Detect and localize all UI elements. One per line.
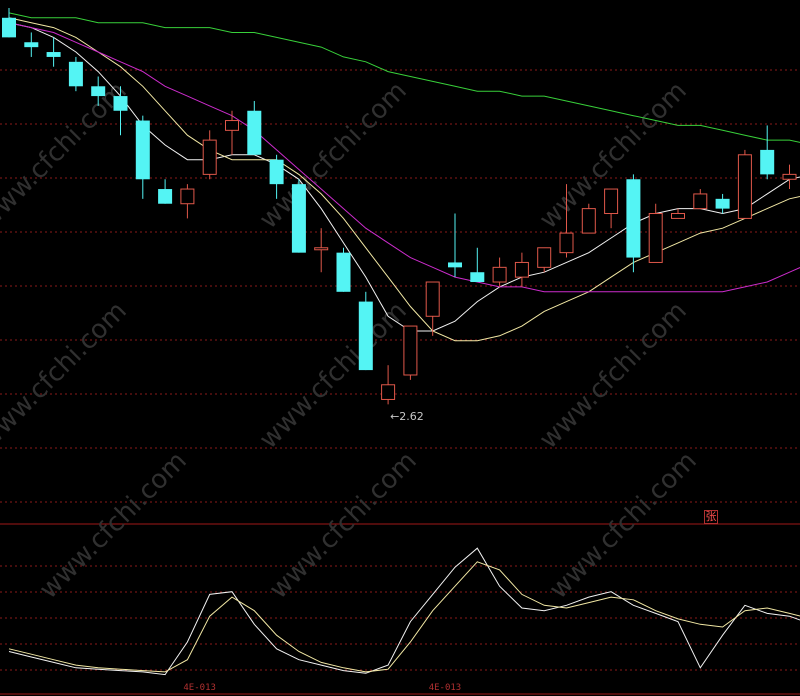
candle-body (158, 189, 173, 204)
x-tick-label: 4E-013 (183, 683, 216, 693)
candle-body (737, 154, 752, 219)
candle-body (202, 139, 217, 175)
candle-body (113, 96, 128, 111)
candle-down (158, 179, 173, 204)
candle-body (604, 188, 619, 215)
candle-up (559, 184, 574, 258)
candle-down (91, 76, 106, 106)
candle-body (46, 52, 61, 57)
watermark-text: www.cfchi.com (34, 446, 193, 605)
moving-average-line (8, 22, 800, 332)
oscillator-line (8, 547, 800, 676)
watermark-layer: www.cfchi.comwww.cfchi.comwww.cfchi.comw… (0, 76, 703, 605)
watermark-text: www.cfchi.com (0, 76, 133, 235)
candle-down (715, 193, 730, 214)
x-tick-label: 4E-013 (428, 683, 462, 693)
low-price-annotation: ←2.62 (390, 410, 424, 424)
candle-up (782, 164, 797, 190)
watermark-text: www.cfchi.com (544, 446, 703, 605)
candle-up (492, 257, 507, 287)
candle-up (225, 110, 239, 155)
candle-body (782, 173, 797, 180)
candle-body (537, 247, 552, 268)
watermark-text: www.cfchi.com (0, 296, 133, 455)
candle-up (403, 325, 418, 380)
candle-down (2, 8, 16, 38)
candle-up (180, 184, 195, 219)
candle-up (514, 252, 529, 287)
candle-body (581, 208, 596, 234)
zhang-badge[interactable]: 张 (704, 510, 718, 524)
candle-down (626, 174, 641, 273)
candle-body (514, 261, 529, 278)
candle-body (2, 17, 16, 38)
candle-body (648, 213, 663, 263)
candle-body (225, 120, 239, 131)
candle-body (291, 184, 306, 253)
candle-body (91, 86, 106, 97)
moving-average-line (8, 12, 800, 143)
candle-down (760, 125, 775, 180)
candle-body (470, 272, 485, 283)
candle-body (180, 188, 195, 205)
candle-body (403, 325, 418, 376)
candle-body (425, 281, 440, 317)
candle-body (358, 301, 373, 371)
candle-body (24, 42, 39, 48)
candle-body (671, 213, 685, 219)
candle-up (381, 365, 396, 405)
candle-body (135, 120, 150, 180)
oscillator-layer (8, 547, 800, 676)
candle-body (693, 193, 708, 210)
candle-up (202, 130, 217, 180)
candle-body (492, 266, 507, 283)
candle-body (626, 179, 641, 258)
candle-body (715, 198, 730, 209)
moving-average-layer (8, 12, 800, 342)
candle-up (425, 281, 440, 336)
candle-up (648, 203, 663, 263)
watermark-text: www.cfchi.com (254, 76, 413, 235)
moving-average-line (8, 17, 800, 342)
candle-down (358, 291, 373, 371)
candle-body (269, 159, 284, 185)
candle-down (24, 32, 39, 57)
candle-body (760, 149, 775, 175)
oscillator-line (8, 561, 800, 673)
candle-up (581, 203, 596, 234)
candle-up (537, 247, 552, 273)
candle-up (604, 188, 619, 229)
grid-layer (0, 69, 800, 695)
candle-body (381, 384, 396, 400)
candle-up (693, 189, 708, 210)
candle-body (448, 262, 462, 268)
candle-down (448, 213, 462, 278)
watermark-text: www.cfchi.com (534, 296, 693, 455)
candle-down (291, 179, 306, 253)
candle-down (247, 100, 262, 155)
candle-up (314, 228, 329, 273)
candle-body (336, 252, 351, 292)
candle-body (314, 247, 329, 251)
candle-down (68, 56, 83, 92)
candle-down (135, 115, 150, 199)
candle-down (113, 86, 128, 136)
candle-body (559, 232, 574, 254)
candle-down (470, 247, 485, 283)
candle-down (46, 37, 61, 67)
candlestick-layer (2, 8, 797, 405)
moving-average-line (8, 22, 800, 293)
watermark-text: www.cfchi.com (264, 446, 423, 605)
candle-up (737, 149, 752, 219)
watermark-text: www.cfchi.com (254, 296, 413, 455)
candle-down (336, 247, 351, 292)
candle-body (68, 61, 83, 87)
candle-down (269, 154, 284, 199)
candle-body (247, 110, 262, 155)
candle-up (671, 208, 685, 219)
